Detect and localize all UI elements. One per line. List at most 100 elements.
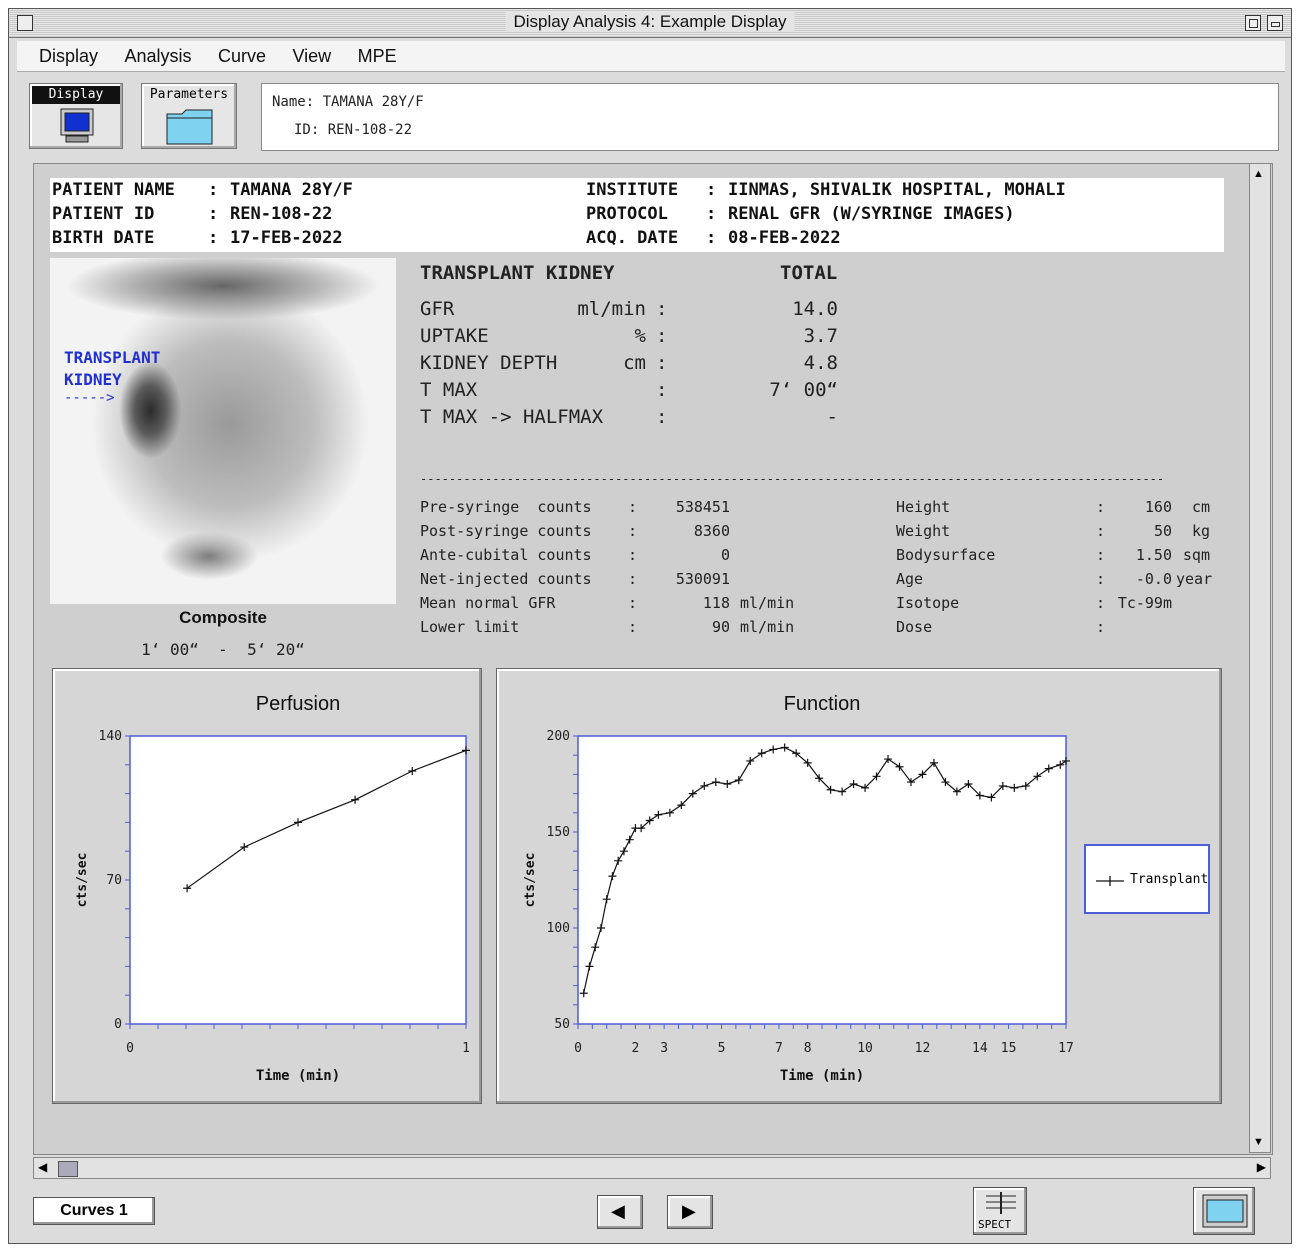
report-panel: PATIENT NAME PATIENT ID BIRTH DATE : : :… <box>33 163 1273 1155</box>
horizontal-scrollbar[interactable]: ◀ ▶ <box>33 1157 1271 1179</box>
count-label: Post-syringe counts <box>420 522 592 540</box>
data-point <box>614 856 623 865</box>
parameters-button[interactable]: Parameters <box>141 83 237 149</box>
scan-caption: Composite <box>179 608 267 627</box>
menu-analysis[interactable]: Analysis <box>124 46 192 66</box>
screen-view-button[interactable] <box>1193 1187 1255 1235</box>
next-button[interactable]: ▶ <box>667 1195 713 1229</box>
demographic-label: Isotope <box>896 594 960 612</box>
y-tick-label: 140 <box>99 729 122 744</box>
data-point <box>838 787 847 796</box>
x-tick-label: 8 <box>804 1041 812 1056</box>
data-point <box>677 801 686 810</box>
colon: : <box>1096 618 1106 636</box>
scroll-down-icon[interactable]: ▼ <box>1253 1136 1264 1148</box>
header-patient-name-value: TAMANA 28Y/F <box>230 180 353 200</box>
count-value: 538451 <box>675 498 730 516</box>
colon: : <box>1096 570 1106 588</box>
collapse-icon[interactable] <box>1267 15 1283 31</box>
menu-curve[interactable]: Curve <box>217 46 266 66</box>
chart-title: Perfusion <box>256 693 341 715</box>
info-id-label: ID: <box>294 122 320 138</box>
menu-display[interactable]: Display <box>39 46 99 66</box>
colon: : <box>208 228 219 248</box>
plot-area <box>129 735 467 1025</box>
data-point <box>1044 764 1053 773</box>
zoom-icon[interactable] <box>1245 15 1261 31</box>
x-tick-label: 14 <box>972 1041 988 1056</box>
data-point <box>895 762 904 771</box>
result-value: - <box>826 406 838 428</box>
function-chart: Function 0 2 3 5 7 8 10 12 14 15 17 50 100 150 200 Time … <box>523 693 1074 1084</box>
info-id-value: REN-108-22 <box>327 122 413 138</box>
header-birth-date-value: 17-FEB-2022 <box>230 228 343 248</box>
data-point <box>654 810 663 819</box>
menu-view[interactable]: View <box>292 46 332 66</box>
data-point <box>585 962 594 971</box>
report-header: PATIENT NAME PATIENT ID BIRTH DATE : : :… <box>50 178 1224 252</box>
info-name-value: TAMANA 28Y/F <box>322 94 424 110</box>
header-patient-name-key: PATIENT NAME <box>52 180 175 200</box>
vertical-scrollbar[interactable]: ▲ ▼ <box>1249 163 1271 1153</box>
display-button[interactable]: Display <box>29 83 123 149</box>
data-point <box>769 745 778 754</box>
colon: : <box>628 498 638 516</box>
demographic-value: 50 <box>1153 522 1172 540</box>
colon: : <box>628 570 638 588</box>
data-point <box>619 847 628 856</box>
colon: : <box>208 204 219 224</box>
x-tick-label: 5 <box>718 1041 726 1056</box>
data-point <box>645 816 654 825</box>
title-bar[interactable]: Display Analysis 4: Example Display <box>9 9 1291 38</box>
x-tick-label: 12 <box>915 1041 931 1056</box>
previous-button[interactable]: ◀ <box>597 1195 643 1229</box>
scroll-right-icon[interactable]: ▶ <box>1256 1160 1266 1174</box>
scroll-thumb[interactable] <box>58 1161 78 1177</box>
data-point <box>1021 781 1030 790</box>
scan-label-line1: TRANSPLANT <box>64 348 161 367</box>
colon: : <box>1096 522 1106 540</box>
colon: : <box>656 325 668 347</box>
data-point <box>240 843 249 852</box>
result-label: KIDNEY DEPTH <box>420 352 558 374</box>
display-button-label: Display <box>32 86 120 104</box>
colon: : <box>1096 546 1106 564</box>
count-label: Ante-cubital counts <box>420 546 592 564</box>
data-point <box>734 776 743 785</box>
data-point <box>579 989 588 998</box>
count-value: 118 <box>702 594 730 612</box>
menu-mpe[interactable]: MPE <box>357 46 397 66</box>
curves-selector[interactable]: Curves 1 <box>33 1197 155 1225</box>
data-point <box>746 756 755 765</box>
x-tick-label: 3 <box>660 1041 668 1056</box>
y-tick-label: 150 <box>547 825 570 840</box>
scroll-up-icon[interactable]: ▲ <box>1253 168 1264 180</box>
colon: : <box>706 204 717 224</box>
data-point <box>987 793 996 802</box>
window-title: Display Analysis 4: Example Display <box>505 12 795 32</box>
data-point <box>608 872 617 881</box>
y-tick-label: 200 <box>547 729 570 744</box>
close-box[interactable] <box>17 15 33 31</box>
colon: : <box>656 352 668 374</box>
x-tick-label: 2 <box>631 1041 639 1056</box>
demographic-unit: cm <box>1191 498 1210 516</box>
count-value: 0 <box>720 546 730 564</box>
demographic-value: 1.50 <box>1135 546 1172 564</box>
y-axis-label: cts/sec <box>75 853 90 908</box>
spect-button[interactable]: SPECT <box>973 1187 1027 1235</box>
legend-marker-icon <box>1096 876 1124 886</box>
monitor-icon <box>60 108 94 143</box>
data-point <box>1033 772 1042 781</box>
result-value: 4.8 <box>803 352 838 374</box>
data-point <box>591 943 600 952</box>
demographic-value: -0.0 <box>1135 570 1172 588</box>
plot-area <box>577 735 1067 1025</box>
scroll-left-icon[interactable]: ◀ <box>38 1160 48 1174</box>
data-point <box>462 746 470 755</box>
demographic-value: 160 <box>1144 498 1172 516</box>
colon: : <box>706 180 717 200</box>
header-acq-date-value: 08-FEB-2022 <box>728 228 841 248</box>
x-tick-label: 0 <box>126 1041 134 1056</box>
demographic-unit: year <box>1176 570 1213 588</box>
